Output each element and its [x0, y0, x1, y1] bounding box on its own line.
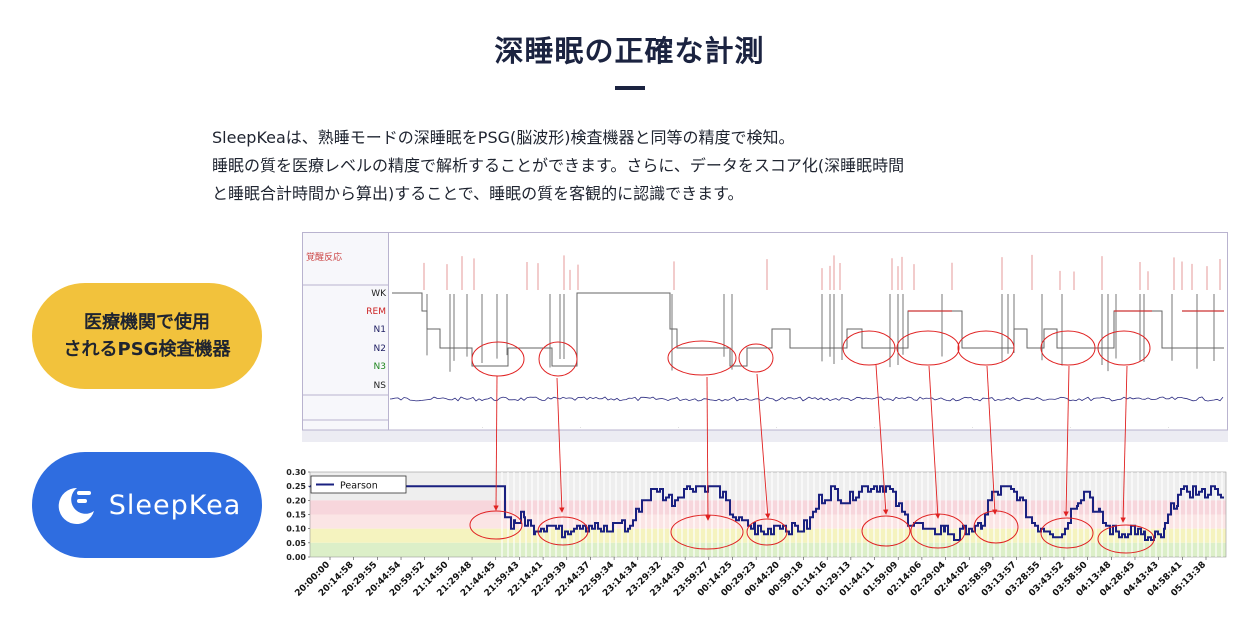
svg-text:·: ·	[972, 425, 973, 430]
stage-label-n2: N2	[374, 344, 386, 354]
arousal-label: 覚醒反応	[306, 251, 342, 263]
hypnogram-line	[392, 292, 1224, 367]
svg-text:·: ·	[482, 425, 483, 430]
svg-text:·: ·	[1168, 425, 1169, 430]
page-title: 深睡眠の正確な計測	[494, 34, 765, 68]
sleepkea-pill: SleepKea	[32, 452, 262, 558]
sleepkea-pearson-chart: 0.300.250.200.150.100.050.00 20:00:0020:…	[286, 468, 1227, 599]
stage-label-n1: N1	[374, 325, 386, 335]
svg-text:·: ·	[874, 425, 875, 430]
deep-sleep-circles	[471, 330, 1151, 377]
stage-label-rem: REM	[366, 307, 386, 317]
score-bands	[309, 471, 1227, 558]
svg-text:0.25: 0.25	[286, 482, 306, 491]
legend: Pearson	[310, 475, 407, 494]
stage-label-n3: N3	[374, 362, 386, 372]
eeg-trace	[389, 396, 1224, 402]
svg-text:·: ·	[1070, 425, 1071, 430]
svg-text:0.00: 0.00	[286, 553, 306, 562]
svg-text:·: ·	[580, 425, 581, 430]
description: SleepKeaは、熟睡モードの深睡眠をPSG(脳波形)検査機器と同等の精度で検…	[212, 124, 1072, 208]
sleepkea-logo-text: SleepKea	[108, 489, 242, 521]
svg-text:0.10: 0.10	[286, 525, 306, 534]
svg-text:·: ·	[776, 425, 777, 430]
description-line-3: と睡眠合計時間から算出)することで、睡眠の質を客観的に認識できます。	[212, 184, 744, 203]
pearson-line	[309, 485, 1224, 541]
svg-text:·: ·	[678, 425, 679, 430]
svg-text:0.05: 0.05	[286, 539, 306, 548]
svg-text:0.15: 0.15	[286, 511, 306, 520]
title-underline	[615, 86, 645, 90]
moon-logo-icon	[58, 487, 94, 524]
svg-text:0.30: 0.30	[286, 468, 306, 477]
medical-device-line-1: 医療機関で使用	[84, 312, 210, 333]
y-axis-ticks: 0.30 0.25 0.20 0.15 0.10 0.05 0.00	[286, 468, 310, 562]
arrow-lines	[493, 364, 1128, 523]
description-line-2: 睡眠の質を医療レベルの精度で解析することができます。さらに、データをスコア化(深…	[212, 156, 905, 175]
stage-label-wk: WK	[371, 289, 387, 299]
medical-device-line-2: されるPSG検査機器	[63, 339, 231, 360]
svg-text:0.20: 0.20	[286, 496, 306, 505]
medical-device-pill: 医療機関で使用 されるPSG検査機器	[32, 283, 262, 389]
medical-device-label: 医療機関で使用 されるPSG検査機器	[64, 309, 231, 363]
legend-pearson: Pearson	[340, 481, 378, 492]
stage-label-ns: NS	[374, 381, 387, 391]
description-line-1: SleepKeaは、熟睡モードの深睡眠をPSG(脳波形)検査機器と同等の精度で検…	[212, 128, 795, 147]
psg-hypnogram-chart: 覚醒反応 WK REM N1 N2 N3 NS · · · · · · · ·	[302, 232, 1228, 442]
